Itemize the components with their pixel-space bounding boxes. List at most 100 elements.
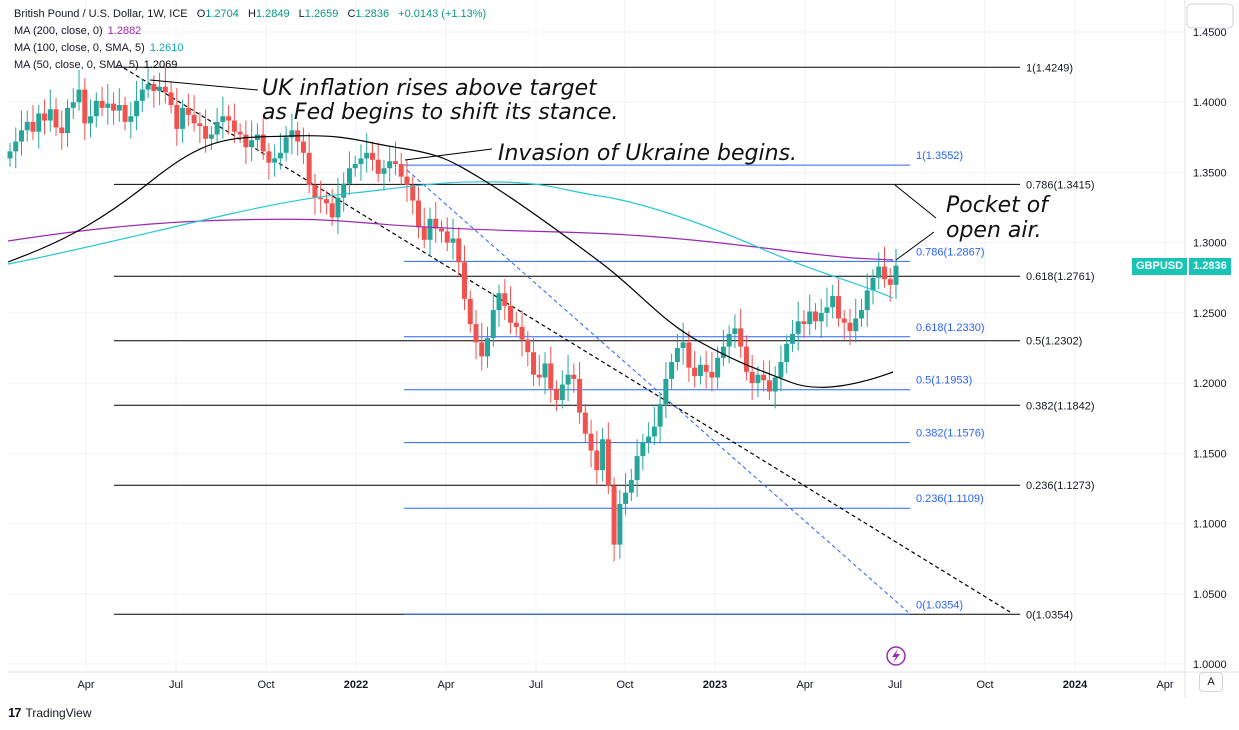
candle (738, 308, 744, 358)
candle (531, 338, 537, 386)
ma100-value: 1.2610 (149, 42, 184, 54)
candle (289, 113, 295, 155)
candle (490, 293, 496, 347)
candle (306, 133, 312, 194)
x-tick-label: Jul (529, 679, 543, 691)
candle (778, 345, 784, 392)
price-tag: GBPUSD 1.2836 (1132, 258, 1231, 275)
time-axis[interactable]: Apr Jul Oct 2022 Apr Jul Oct 2023 Apr Jul Oct 2024 A… (77, 679, 1173, 691)
candle (415, 186, 421, 239)
candle (795, 301, 801, 351)
candle (433, 201, 439, 243)
candle (496, 284, 502, 327)
candle (364, 133, 370, 173)
candle (864, 273, 870, 327)
candle (42, 99, 48, 135)
lightning-icon[interactable] (886, 646, 906, 666)
candle (7, 142, 13, 167)
x-tick-label: Oct (257, 679, 274, 691)
fib-label-blue: 0.236(1.1109) (916, 493, 984, 505)
candle (30, 105, 36, 141)
y-tick-label: 1.3500 (1193, 167, 1227, 179)
candle (13, 127, 19, 169)
candle (134, 81, 140, 131)
annotation-pocket-2: open air. (946, 218, 1042, 243)
ma200-legend[interactable]: MA (200, close, 0) 1.2882 (14, 25, 142, 37)
candle (634, 439, 640, 497)
y-tick-label: 1.1000 (1193, 519, 1227, 531)
candle (323, 190, 329, 215)
y-tick-label: 1.3000 (1193, 238, 1227, 250)
candle (830, 284, 836, 319)
candle (444, 217, 450, 252)
y-tick-label: 1.4500 (1193, 27, 1227, 39)
fib-retracement-blue: 1(1.3552) 0.786(1.2867) 0.618(1.2330) 0.5(1… (404, 150, 985, 615)
tradingview-brand: TradingView (25, 705, 92, 720)
candlesticks (7, 67, 899, 562)
candle (116, 88, 122, 122)
candle (663, 362, 669, 419)
ma100-legend[interactable]: MA (100, close, 0, SMA, 5) 1.2610 (14, 42, 184, 54)
candle (485, 326, 491, 368)
candle (24, 110, 30, 142)
candle (438, 220, 444, 243)
candle (203, 109, 209, 153)
candle (473, 310, 479, 360)
candle (335, 178, 341, 235)
open-value: 1.2704 (205, 8, 239, 20)
ma200-line (7, 218, 894, 261)
fib-label-black: 0.236(1.1273) (1026, 480, 1095, 492)
candle (214, 107, 220, 143)
candle (105, 83, 111, 125)
candle (93, 92, 99, 128)
candle (571, 363, 577, 393)
candle (623, 472, 629, 516)
price-axis[interactable]: 1.4500 1.4000 1.3500 1.3000 1.2500 1.2000 1.15… (1193, 27, 1227, 671)
candle (421, 207, 427, 249)
y-tick-label: 1.0000 (1193, 659, 1227, 671)
candle (881, 246, 887, 288)
candle (858, 298, 864, 327)
fib-label-black: 1(1.4249) (1026, 62, 1073, 74)
candle (761, 360, 767, 392)
candle (352, 155, 358, 177)
x-tick-label: Apr (77, 679, 94, 691)
annotation-pointers (149, 79, 937, 261)
annotation-uk-inflation-2: as Fed begins to shift its stance. (262, 100, 618, 125)
x-tick-label: Apr (796, 679, 813, 691)
x-tick-label: Apr (1156, 679, 1173, 691)
candle (226, 105, 232, 135)
candle (582, 404, 588, 443)
candle (853, 298, 859, 343)
ma100-line (7, 181, 894, 299)
candle (841, 310, 847, 340)
candle (692, 350, 698, 388)
candle (887, 267, 893, 302)
candle (450, 218, 456, 260)
candle (162, 67, 168, 104)
candle (870, 269, 876, 305)
candle (697, 356, 703, 385)
candle (508, 286, 514, 334)
candle (657, 392, 663, 444)
candle (709, 352, 715, 392)
tradingview-logo[interactable]: 17 TradingView (8, 705, 92, 720)
candle (876, 252, 882, 290)
candle (168, 81, 174, 114)
auto-scale-button[interactable]: A (1199, 672, 1223, 692)
candle (669, 353, 675, 391)
candle (784, 335, 790, 374)
candle (519, 310, 525, 357)
ma50-legend[interactable]: MA (50, close, 0, SMA, 5) 1.2069 (14, 59, 178, 71)
candle (720, 329, 726, 367)
candle (686, 331, 692, 382)
annotation-uk-inflation-1: UK inflation rises above target (262, 76, 598, 101)
candle (749, 355, 755, 400)
fib-label-blue: 0.382(1.1576) (916, 428, 985, 440)
annotation-pocket-1: Pocket of (946, 193, 1051, 218)
candle (47, 89, 53, 132)
y-tick-label: 1.2500 (1193, 308, 1227, 320)
candle (76, 69, 82, 111)
candle (617, 489, 623, 559)
